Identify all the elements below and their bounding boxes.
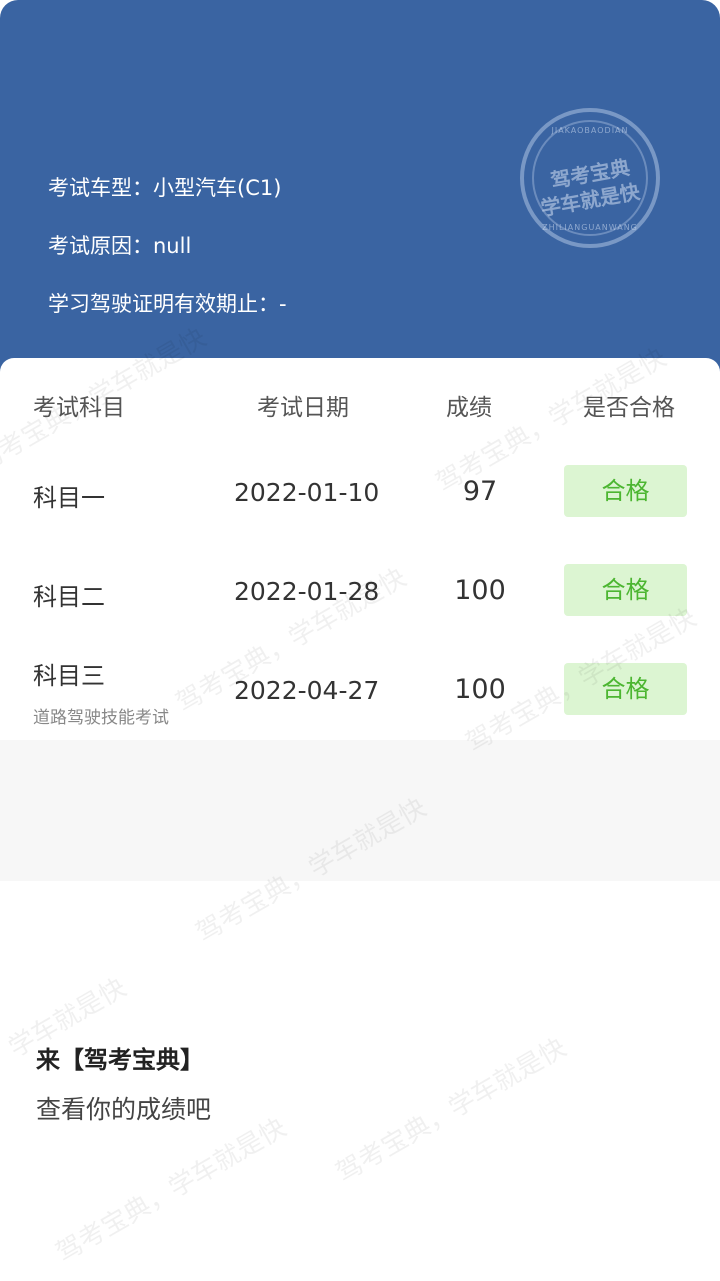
pass-badge: 合格: [564, 564, 687, 616]
subject: 科目一: [33, 484, 105, 512]
watermark: 驾考宝典，学车就是快: [51, 1112, 292, 1269]
vehicle-type: 考试车型：小型汽车(C1): [48, 176, 282, 200]
table-row: 科目一 2022-01-10 97 合格: [0, 463, 720, 523]
exam-reason: 考试原因：null: [48, 234, 192, 258]
header-date: 考试日期: [257, 395, 349, 421]
subject: 科目二: [33, 583, 105, 611]
table-row: 科目二 2022-01-28 100 合格: [0, 562, 720, 622]
score-table: 考试科目 考试日期 成绩 是否合格 科目一 2022-01-10 97 合格 科…: [0, 358, 720, 740]
pass-badge: 合格: [564, 465, 687, 517]
header-panel: 考试车型：小型汽车(C1) 考试原因：null 学习驾驶证明有效期止：- JIA…: [0, 0, 720, 380]
permit-validity: 学习驾驶证明有效期止：-: [48, 292, 287, 316]
header-subject: 考试科目: [33, 395, 125, 421]
brand-stamp-logo: JIAKAOBAODIAN 驾考宝典 学车就是快 ZHILIANGUANWANG: [520, 108, 660, 248]
cta-subtitle: 查看你的成绩吧: [36, 1095, 212, 1124]
cta-title: 来【驾考宝典】: [36, 1046, 204, 1074]
score: 100: [454, 674, 506, 705]
exam-date: 2022-04-27: [234, 676, 380, 705]
watermark: 驾考宝典，学车就是快: [331, 1032, 572, 1189]
score: 100: [454, 575, 506, 606]
score: 97: [462, 476, 498, 507]
subject-subtitle: 道路驾驶技能考试: [33, 708, 169, 728]
table-row: 科目三 道路驾驶技能考试 2022-04-27 100 合格: [0, 661, 720, 728]
exam-date: 2022-01-28: [234, 577, 380, 606]
spacer-band: [0, 740, 720, 881]
stamp-top-text: JIAKAOBAODIAN: [551, 126, 629, 135]
pass-badge: 合格: [564, 663, 687, 715]
stamp-bottom-text: ZHILIANGUANWANG: [542, 223, 638, 232]
header-score: 成绩: [446, 395, 492, 421]
exam-date: 2022-01-10: [234, 478, 380, 507]
subject: 科目三: [33, 662, 105, 690]
header-result: 是否合格: [583, 395, 675, 421]
